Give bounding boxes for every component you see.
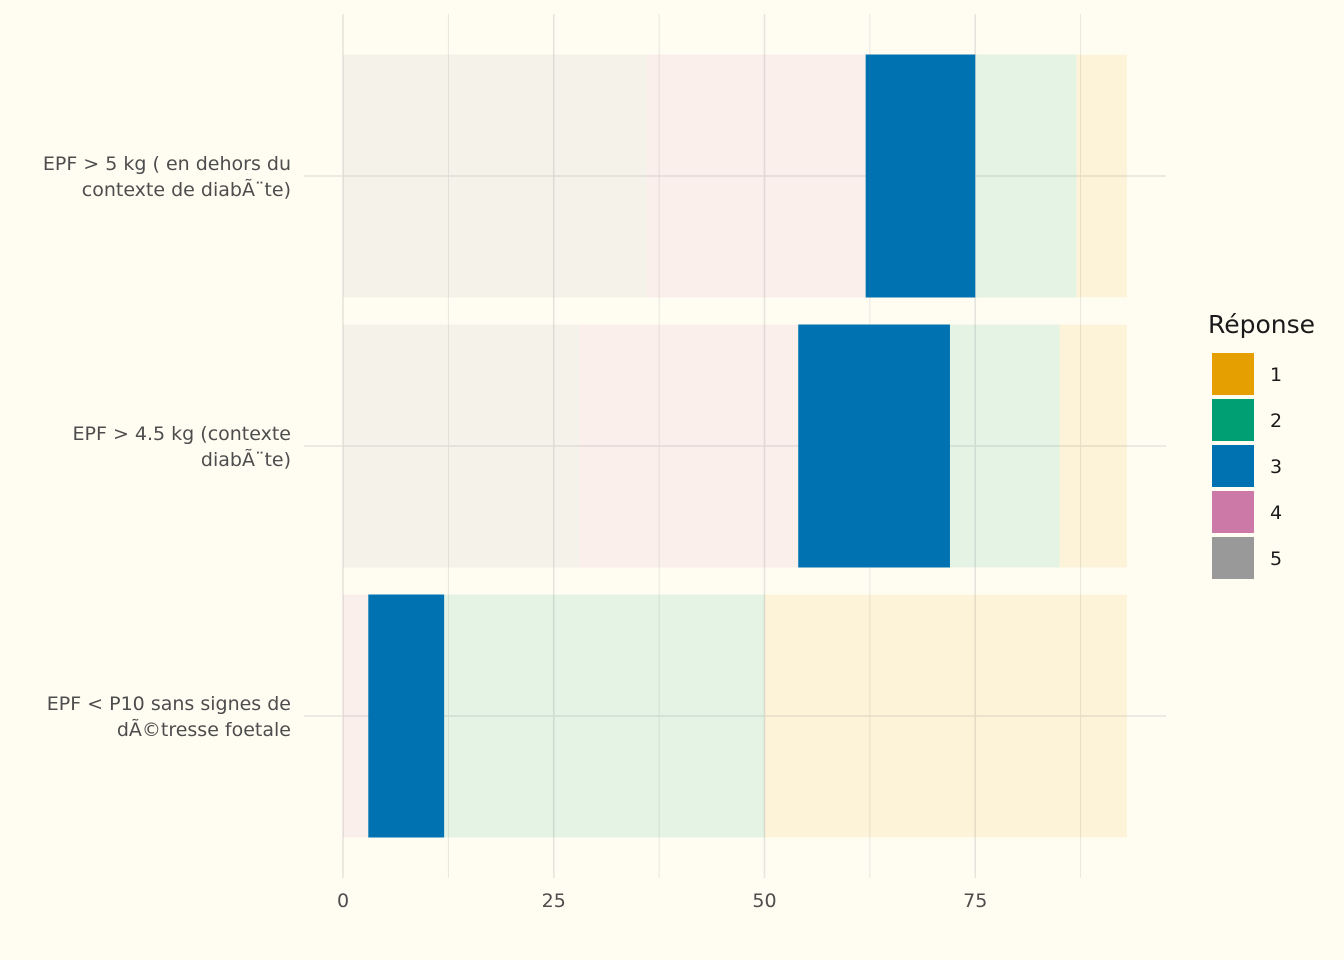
bar-segment-0-series-2 — [975, 54, 1077, 298]
y-category-label-1: EPF > 4.5 kg (contexte diabÃ¨te) — [73, 423, 291, 471]
bar-segment-0-series-4 — [646, 54, 866, 298]
legend-swatch-1 — [1212, 353, 1254, 395]
bar-segment-1-series-4 — [579, 324, 799, 568]
bars — [343, 54, 1127, 838]
y-category-label-2: EPF < P10 sans signes de dÃ©tresse foetal… — [47, 693, 291, 741]
bar-segment-1-series-5 — [343, 324, 580, 568]
x-tick-label-1: 25 — [542, 890, 566, 912]
bar-segment-1-series-2 — [949, 324, 1060, 568]
legend-swatch-3 — [1212, 445, 1254, 487]
x-tick-label-2: 50 — [752, 890, 776, 912]
legend-swatch-2 — [1212, 399, 1254, 441]
y-category-label-0: EPF > 5 kg ( en dehors du contexte de dia… — [43, 153, 291, 201]
legend-label-5: 5 — [1270, 548, 1282, 570]
legend-label-2: 2 — [1270, 410, 1282, 432]
legend-label-3: 3 — [1270, 456, 1282, 478]
bar-segment-2-series-3 — [368, 594, 445, 838]
bar-segment-0-series-5 — [343, 54, 647, 298]
bar-segment-1-series-1 — [1059, 324, 1127, 568]
bar-segment-2-series-1 — [764, 594, 1127, 838]
legend-label-1: 1 — [1270, 364, 1282, 386]
bar-segment-1-series-3 — [798, 324, 950, 568]
bar-segment-0-series-3 — [865, 54, 976, 298]
x-axis: 0 25 50 75 — [337, 890, 987, 912]
legend-label-4: 4 — [1270, 502, 1282, 524]
bar-segment-0-series-1 — [1076, 54, 1127, 298]
legend-title: Réponse — [1208, 310, 1315, 339]
x-tick-label-3: 75 — [963, 890, 987, 912]
x-tick-label-0: 0 — [337, 890, 349, 912]
bar-segment-2-series-2 — [444, 594, 765, 838]
legend-swatch-4 — [1212, 491, 1254, 533]
bar-segment-2-series-4 — [343, 594, 369, 838]
legend-swatch-5 — [1212, 537, 1254, 579]
y-axis: EPF > 5 kg ( en dehors du contexte de dia… — [43, 153, 291, 741]
legend: Réponse 1 2 3 4 5 — [1208, 310, 1315, 579]
